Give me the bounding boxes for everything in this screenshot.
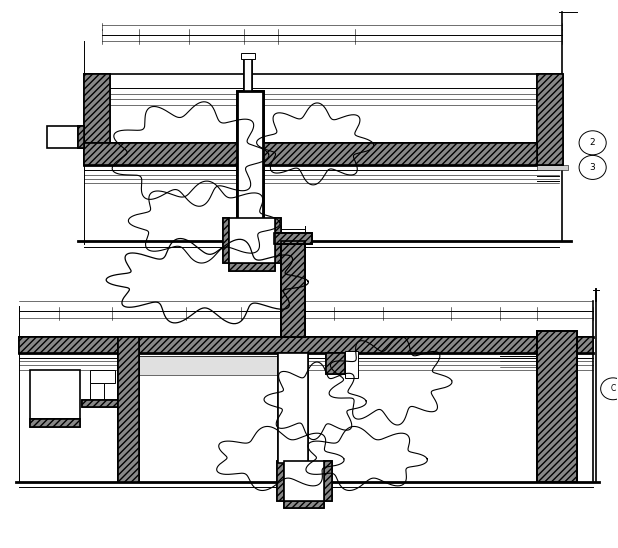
- Bar: [324, 461, 332, 501]
- Bar: [243, 58, 252, 91]
- Bar: [229, 263, 275, 271]
- Bar: [537, 332, 577, 482]
- Bar: [140, 356, 281, 375]
- Text: 3: 3: [590, 163, 596, 172]
- Bar: [326, 353, 345, 374]
- Bar: [118, 337, 140, 482]
- Bar: [84, 143, 537, 165]
- Bar: [281, 241, 305, 337]
- Bar: [537, 332, 577, 482]
- Bar: [19, 337, 593, 353]
- Bar: [30, 419, 80, 426]
- Text: C: C: [611, 384, 616, 393]
- Bar: [90, 383, 104, 399]
- Bar: [537, 165, 568, 170]
- Bar: [274, 233, 312, 244]
- Bar: [30, 419, 80, 426]
- Bar: [278, 353, 308, 463]
- Bar: [30, 370, 80, 419]
- Text: 2: 2: [590, 138, 596, 147]
- Bar: [82, 399, 119, 407]
- Bar: [277, 461, 284, 501]
- Bar: [84, 143, 537, 165]
- Bar: [274, 233, 312, 244]
- Bar: [275, 218, 281, 263]
- Bar: [284, 501, 324, 509]
- Bar: [90, 370, 115, 383]
- Bar: [277, 461, 284, 501]
- Bar: [284, 501, 324, 509]
- Bar: [237, 91, 263, 219]
- Bar: [284, 461, 324, 501]
- Bar: [118, 337, 140, 482]
- Bar: [84, 75, 110, 165]
- Bar: [537, 75, 563, 165]
- Bar: [222, 218, 229, 263]
- Bar: [537, 332, 577, 482]
- Bar: [239, 91, 261, 143]
- Bar: [229, 263, 275, 271]
- Bar: [78, 127, 84, 149]
- Bar: [78, 127, 84, 149]
- Bar: [84, 75, 110, 165]
- Bar: [229, 218, 275, 263]
- Bar: [47, 127, 84, 149]
- Bar: [82, 399, 119, 407]
- Bar: [239, 91, 261, 143]
- Bar: [326, 353, 345, 374]
- Bar: [19, 337, 593, 353]
- Bar: [537, 75, 563, 165]
- Bar: [241, 53, 255, 59]
- Bar: [281, 241, 305, 337]
- Bar: [275, 218, 281, 263]
- Bar: [345, 351, 358, 378]
- Bar: [281, 241, 305, 337]
- Bar: [274, 233, 312, 244]
- Bar: [222, 218, 229, 263]
- Bar: [324, 461, 332, 501]
